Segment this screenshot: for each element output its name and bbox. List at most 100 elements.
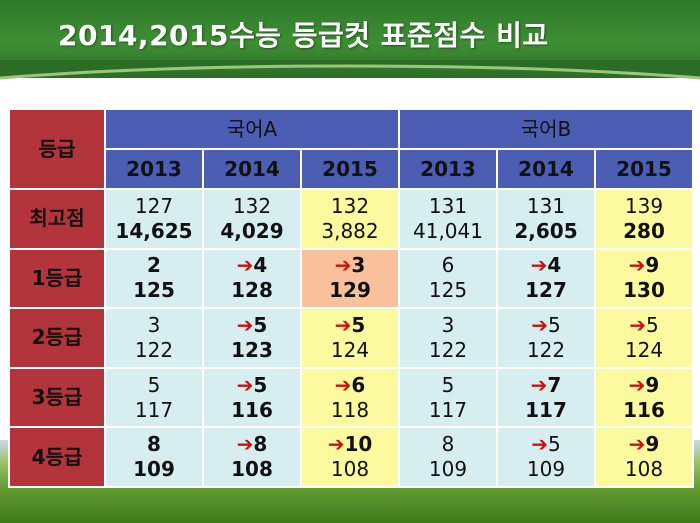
table-cell: ➔10 108 <box>300 426 400 488</box>
cell-bottom-value: 128 <box>231 278 273 303</box>
year-header: 2013 <box>398 148 498 190</box>
cell-top-value: 9 <box>645 432 660 457</box>
year-header: 2014 <box>496 148 596 190</box>
cell-bottom-value: 117 <box>428 397 468 422</box>
grade-cut-table: 등급 국어A 국어B 2013 2014 2015 2013 2014 2015… <box>8 108 694 488</box>
cell-top-value: 5 <box>351 312 366 337</box>
year-header: 2015 <box>594 148 694 190</box>
cell-bottom-value: 109 <box>428 457 468 482</box>
cell-bottom-value: 2,605 <box>514 218 578 243</box>
right-arrow-icon: ➔ <box>531 432 549 457</box>
right-arrow-icon: ➔ <box>628 432 646 457</box>
cell-bottom-value: 108 <box>330 457 370 482</box>
table-cell: ➔5 116 <box>202 366 302 429</box>
cell-top-value: 4 <box>547 253 562 278</box>
year-header: 2013 <box>104 148 204 190</box>
cell-top-value: 5 <box>548 432 561 457</box>
cell-top-line: 3 <box>400 313 496 338</box>
right-arrow-icon: ➔ <box>629 312 647 337</box>
table-cell: ➔9 116 <box>594 366 694 429</box>
table-row: 4등급 8 109 ➔8 108 ➔10 108 8 109 ➔5 109 ➔9 108 <box>8 426 694 488</box>
table-cell: ➔9 108 <box>594 426 694 488</box>
cell-top-value: 3 <box>147 312 161 337</box>
cell-bottom-value: 280 <box>623 218 665 243</box>
cell-top-line: ➔4 <box>204 253 300 278</box>
cell-top-line: 127 <box>106 194 202 219</box>
table-cell: 5 117 <box>398 366 498 429</box>
cell-top-line: ➔7 <box>498 373 594 398</box>
cell-top-value: 127 <box>134 193 174 218</box>
cell-top-value: 2 <box>147 253 161 278</box>
table-cell: 139 280 <box>594 188 694 250</box>
cell-top-value: 132 <box>232 193 272 218</box>
cell-top-value: 4 <box>253 253 268 278</box>
cell-bottom-value: 122 <box>526 337 566 362</box>
cell-top-line: 8 <box>400 432 496 457</box>
row-label: 최고점 <box>8 188 106 250</box>
cell-top-value: 5 <box>253 312 268 337</box>
right-arrow-icon: ➔ <box>628 253 646 278</box>
table-cell: ➔6 118 <box>300 366 400 429</box>
cell-top-line: ➔5 <box>498 313 594 338</box>
table-cell: 8 109 <box>398 426 498 488</box>
right-arrow-icon: ➔ <box>334 253 352 278</box>
cell-bottom-value: 117 <box>525 397 567 422</box>
cell-top-value: 7 <box>547 372 562 397</box>
cell-top-line: ➔9 <box>596 253 692 278</box>
row-label: 4등급 <box>8 426 106 488</box>
table-cell: 131 2,605 <box>496 188 596 250</box>
right-arrow-icon: ➔ <box>236 372 254 397</box>
right-arrow-icon: ➔ <box>236 312 254 337</box>
cell-top-line: 8 <box>106 432 202 457</box>
cell-bottom-value: 116 <box>231 397 273 422</box>
cell-top-line: 6 <box>400 253 496 278</box>
cell-bottom-value: 116 <box>623 397 665 422</box>
cell-top-line: ➔5 <box>596 313 692 338</box>
cell-top-line: ➔5 <box>302 313 398 338</box>
cell-bottom-value: 130 <box>623 278 665 303</box>
right-arrow-icon: ➔ <box>530 372 548 397</box>
table-row: 2등급 3 122 ➔5 123 ➔5 124 3 122 ➔5 122 ➔5 124 <box>8 307 694 369</box>
cell-bottom-value: 41,041 <box>413 218 483 243</box>
group-header-row: 등급 국어A 국어B <box>8 108 694 190</box>
table-cell: ➔9 130 <box>594 247 694 310</box>
table-cell: ➔5 109 <box>496 426 596 488</box>
cell-top-value: 5 <box>646 312 659 337</box>
cell-top-line: ➔10 <box>302 432 398 457</box>
table-cell: 3 122 <box>398 307 498 369</box>
cell-top-value: 132 <box>330 193 370 218</box>
table-row: 1등급 2 125 ➔4 128 ➔3 129 6 125 ➔4 127 ➔9 130 <box>8 247 694 310</box>
cell-top-line: ➔5 <box>204 313 300 338</box>
cell-top-value: 8 <box>253 432 268 457</box>
group-header-korean-a: 국어A <box>104 108 400 150</box>
cell-top-line: ➔9 <box>596 432 692 457</box>
right-arrow-icon: ➔ <box>530 253 548 278</box>
table-cell: 8 109 <box>104 426 204 488</box>
cell-top-value: 131 <box>428 193 468 218</box>
cell-top-value: 5 <box>147 372 161 397</box>
cell-top-value: 5 <box>441 372 455 397</box>
cell-top-value: 131 <box>526 193 566 218</box>
table-cell: 2 125 <box>104 247 204 310</box>
right-arrow-icon: ➔ <box>334 372 352 397</box>
table-cell: 131 41,041 <box>398 188 498 250</box>
cell-top-line: ➔5 <box>498 432 594 457</box>
table-cell: 5 117 <box>104 366 204 429</box>
table-cell: ➔4 128 <box>202 247 302 310</box>
right-arrow-icon: ➔ <box>236 253 254 278</box>
right-arrow-icon: ➔ <box>327 432 345 457</box>
cell-bottom-value: 122 <box>134 337 174 362</box>
cell-top-value: 9 <box>645 372 660 397</box>
right-arrow-icon: ➔ <box>334 312 352 337</box>
banner-curve <box>0 60 700 80</box>
cell-top-line: ➔8 <box>204 432 300 457</box>
cell-bottom-value: 14,625 <box>115 218 193 243</box>
cell-top-line: ➔4 <box>498 253 594 278</box>
table-cell: ➔4 127 <box>496 247 596 310</box>
table-cell: ➔8 108 <box>202 426 302 488</box>
row-label: 3등급 <box>8 366 106 429</box>
cell-bottom-value: 109 <box>133 457 175 482</box>
cell-bottom-value: 108 <box>624 457 664 482</box>
cell-top-line: 131 <box>498 194 594 219</box>
grade-column-header: 등급 <box>8 108 106 190</box>
